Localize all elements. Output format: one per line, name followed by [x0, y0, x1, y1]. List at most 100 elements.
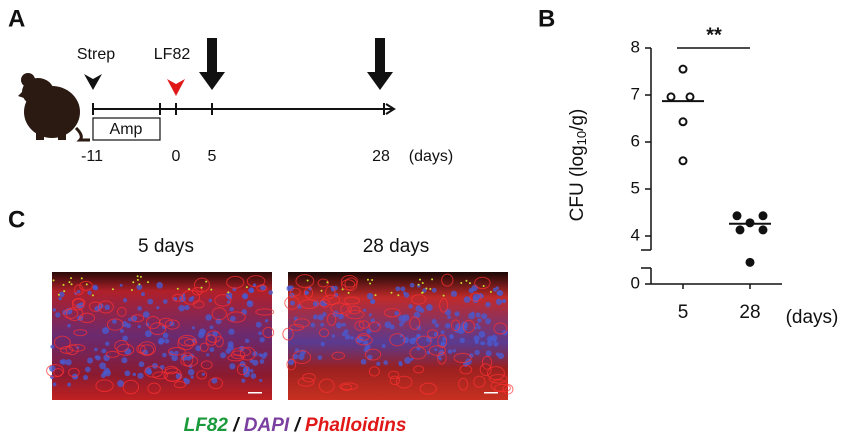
- nucleus: [259, 378, 263, 383]
- dot-plot: 0 4 5 6 7 8 5 28 (days) **: [631, 24, 839, 328]
- sampling-arrow: [367, 38, 393, 90]
- nucleus: [122, 335, 128, 341]
- data-point: [678, 156, 688, 166]
- x-tick-label: 5: [678, 302, 689, 323]
- nucleus: [229, 363, 236, 370]
- bacteria: [136, 278, 139, 281]
- bacteria: [68, 281, 71, 284]
- bacteria: [91, 294, 94, 297]
- significance-label: **: [706, 24, 722, 46]
- nucleus: [454, 311, 460, 317]
- cell: [341, 383, 353, 391]
- cell: [114, 339, 129, 353]
- cell: [325, 285, 336, 299]
- bacteria: [371, 278, 374, 281]
- nucleus: [87, 290, 92, 295]
- day-label: 5: [208, 148, 217, 165]
- nucleus: [137, 372, 144, 379]
- nucleus: [174, 350, 179, 355]
- cell: [450, 319, 461, 332]
- nucleus: [502, 299, 507, 304]
- x-tick-label: 28: [739, 302, 760, 323]
- y-axis-label: CFU (log10/g): [567, 109, 589, 222]
- nucleus: [162, 299, 168, 304]
- image-title: 28 days: [363, 236, 430, 257]
- bacteria: [205, 280, 208, 283]
- cell: [211, 307, 227, 321]
- cell: [340, 274, 358, 288]
- nucleus: [320, 322, 325, 327]
- nucleus: [417, 334, 421, 338]
- cell: [368, 321, 381, 333]
- cell: [344, 277, 358, 292]
- nucleus: [52, 382, 57, 387]
- cell: [236, 363, 248, 376]
- nucleus: [468, 287, 475, 294]
- bacteria: [57, 293, 60, 296]
- cell: [246, 275, 266, 288]
- cell: [502, 384, 514, 395]
- nucleus: [258, 331, 262, 336]
- data-point: [735, 225, 745, 235]
- cell: [303, 286, 314, 299]
- nucleus: [103, 354, 110, 362]
- cell: [226, 311, 246, 323]
- cell: [413, 365, 425, 374]
- nucleus: [395, 286, 401, 292]
- cell: [343, 296, 361, 305]
- y-tick-label: 8: [631, 37, 640, 56]
- nucleus: [50, 344, 55, 349]
- cell: [419, 382, 437, 395]
- nucleus: [105, 341, 110, 346]
- nucleus: [112, 319, 117, 324]
- nucleus: [341, 322, 346, 327]
- bacteria: [210, 288, 213, 291]
- day-label: 0: [172, 148, 181, 165]
- nucleus: [409, 337, 416, 345]
- nucleus: [473, 335, 480, 342]
- cell: [79, 280, 93, 291]
- nucleus: [312, 314, 318, 320]
- scale-bar: [248, 392, 262, 394]
- cell: [437, 334, 448, 349]
- cell: [453, 352, 472, 363]
- nucleus: [404, 339, 409, 344]
- nucleus: [394, 311, 400, 316]
- nucleus: [459, 337, 465, 344]
- bacteria: [431, 278, 434, 281]
- bacteria: [132, 281, 135, 284]
- micrograph: [46, 272, 275, 400]
- cell: [173, 381, 186, 389]
- bacteria: [62, 283, 65, 286]
- strep-arrowhead: [84, 74, 102, 90]
- nucleus: [123, 298, 128, 303]
- y-tick-label: 6: [631, 131, 640, 150]
- nucleus: [486, 340, 493, 347]
- nucleus: [209, 347, 215, 353]
- nucleus: [402, 314, 410, 322]
- nucleus: [444, 309, 452, 316]
- cell: [88, 301, 103, 312]
- panel-label: C: [8, 206, 25, 233]
- nucleus: [201, 372, 205, 376]
- nucleus: [408, 304, 413, 309]
- cell: [183, 338, 198, 347]
- cell: [60, 345, 74, 354]
- nucleus: [338, 313, 344, 320]
- strep-label: Strep: [77, 46, 115, 63]
- cell: [181, 289, 201, 305]
- cell: [131, 314, 145, 323]
- nucleus: [144, 330, 152, 338]
- cell: [300, 299, 319, 310]
- nucleus: [250, 373, 257, 379]
- nucleus: [493, 341, 499, 347]
- data-point: [758, 225, 768, 235]
- nucleus: [298, 353, 305, 360]
- nucleus: [471, 311, 475, 315]
- nucleus: [242, 294, 248, 299]
- cell: [163, 367, 182, 382]
- nucleus: [438, 357, 442, 361]
- nucleus: [495, 298, 503, 305]
- cell: [286, 358, 297, 371]
- cell: [106, 318, 124, 331]
